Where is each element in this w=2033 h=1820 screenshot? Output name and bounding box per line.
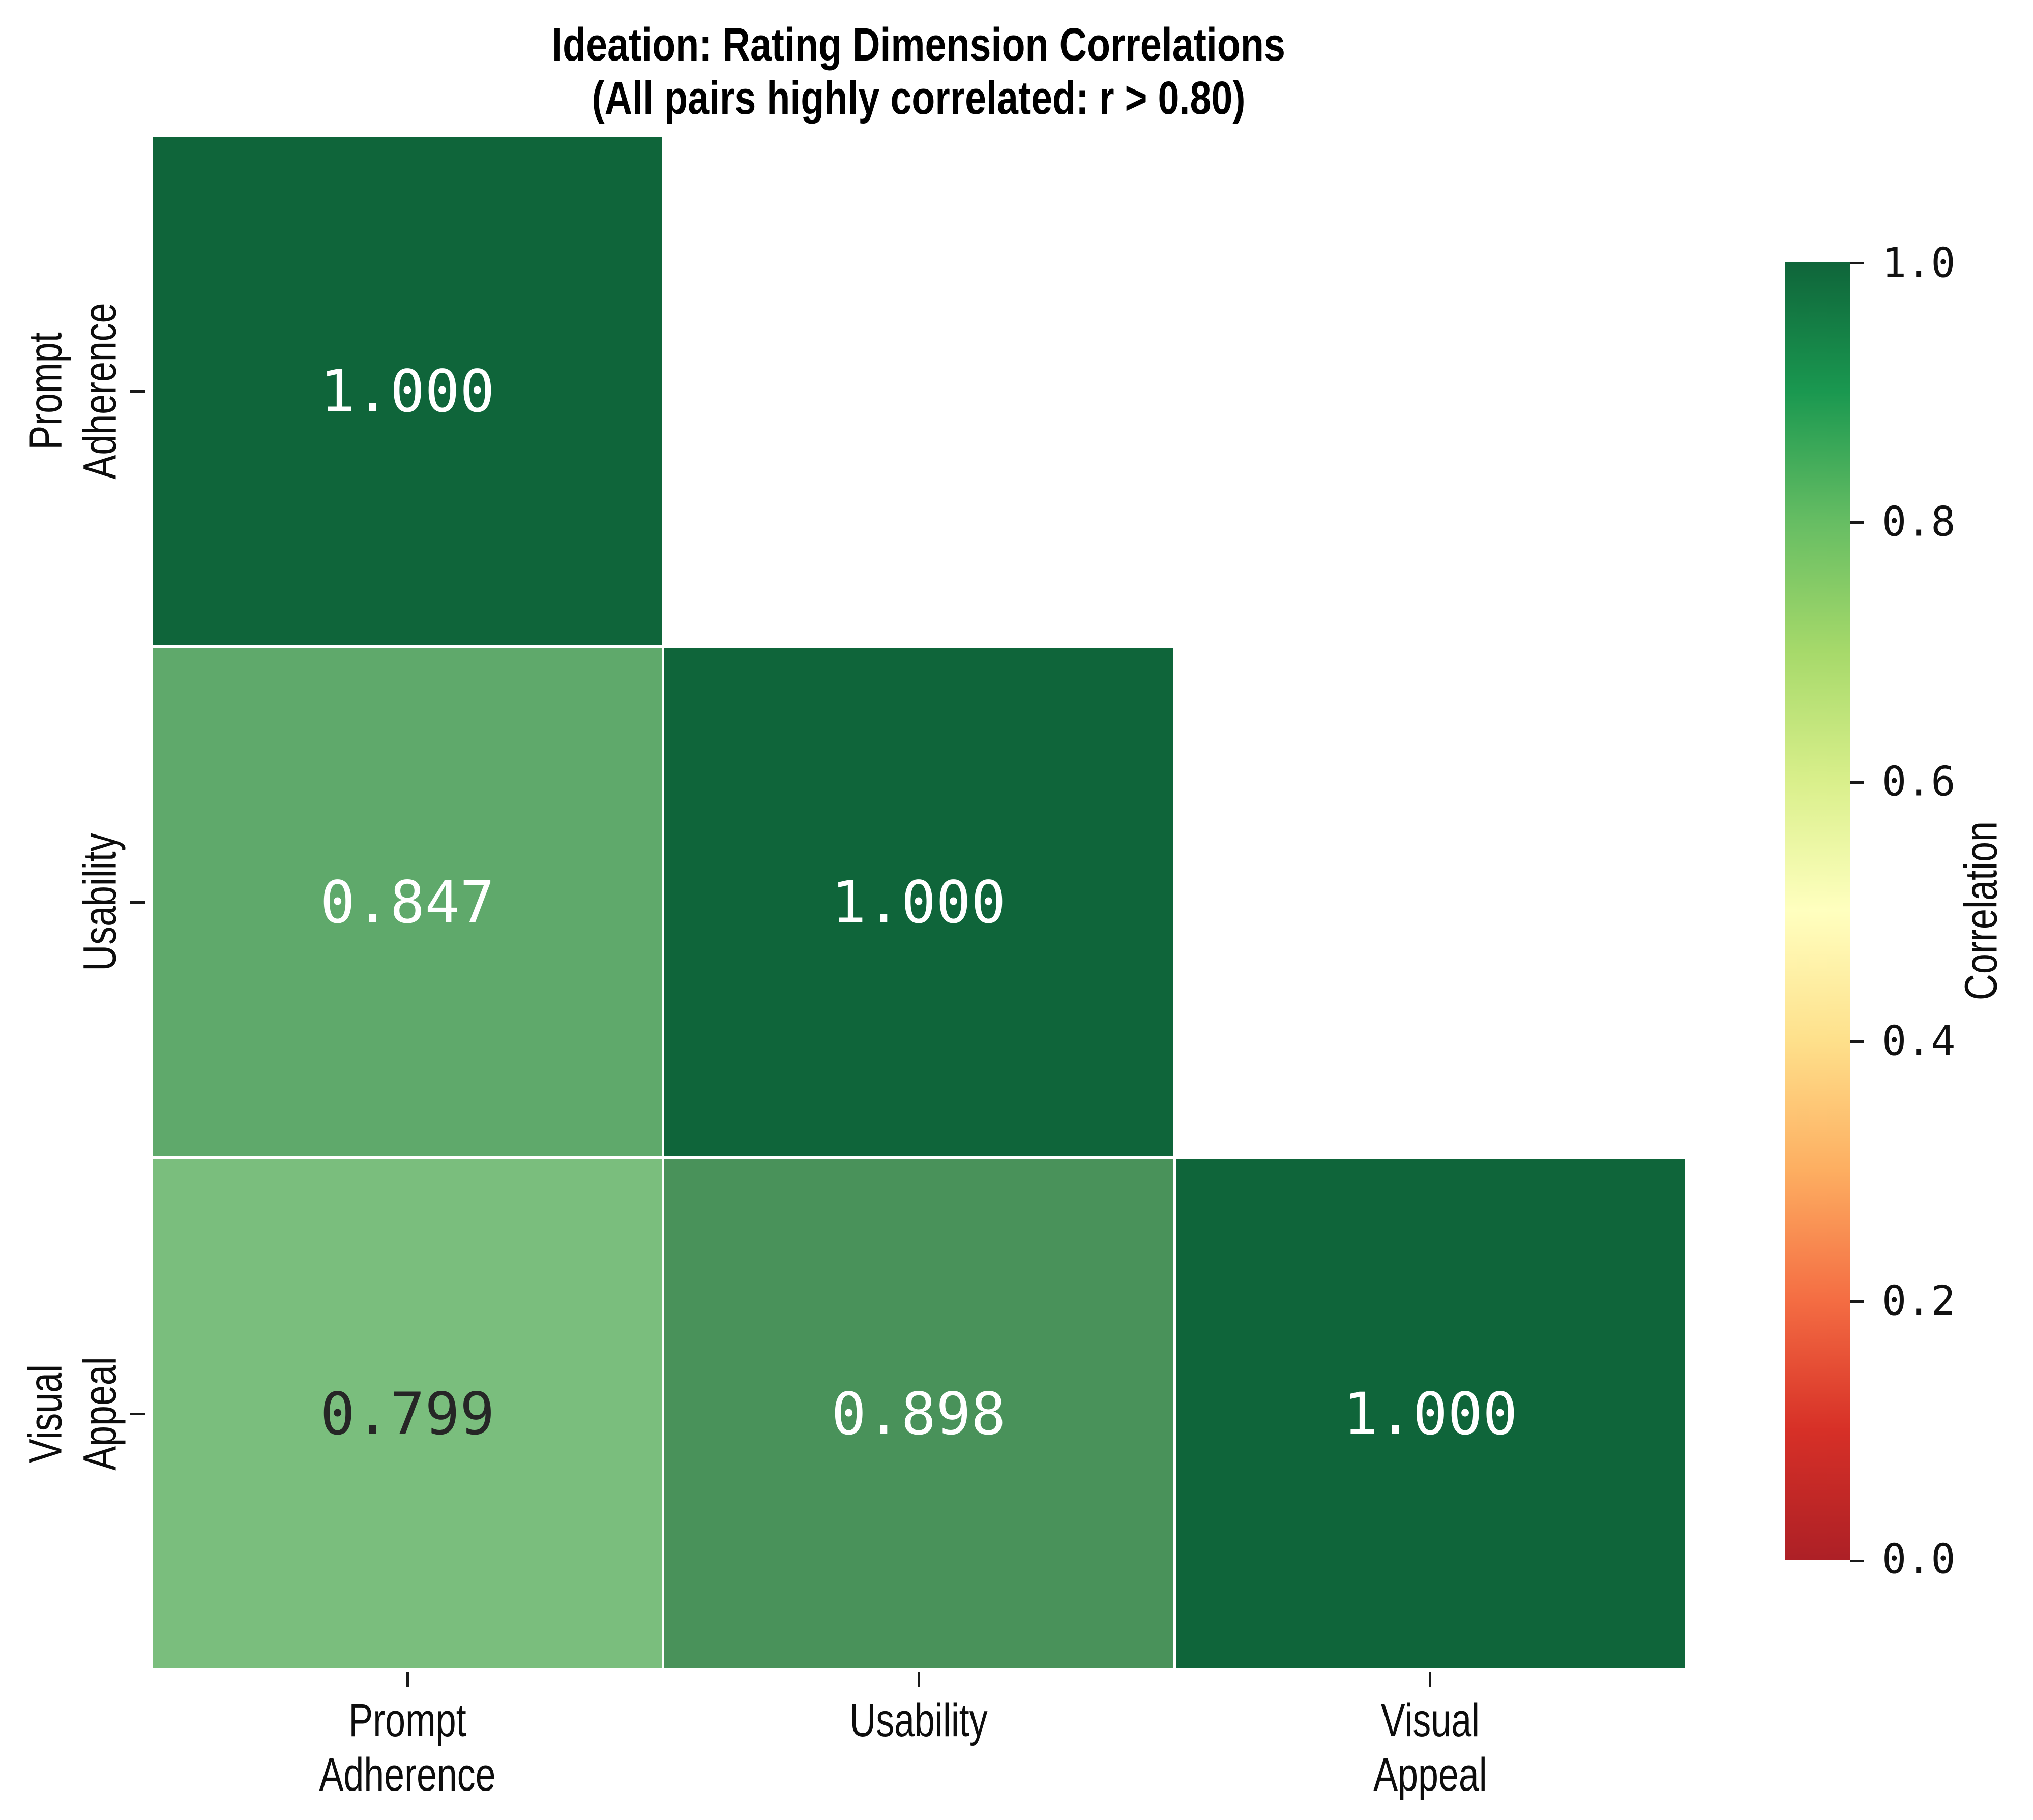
colorbar-tick-0.8	[1850, 521, 1864, 524]
heatmap-cell-prompt-adherence-x-prompt-adherence: 1.000	[153, 137, 662, 645]
x-axis-label-prompt-adherence: Prompt Adherence	[319, 1694, 496, 1801]
x-tick-prompt-adherence	[406, 1672, 409, 1687]
heatmap-cell-usability-x-usability: 1.000	[664, 648, 1173, 1156]
colorbar-tick-label-0.2: 0.2	[1882, 1277, 1956, 1325]
y-axis-label-visual-appeal: Visual Appeal	[19, 1357, 126, 1471]
y-tick-usability	[130, 901, 145, 904]
heatmap-cell-usability-x-prompt-adherence: 0.847	[153, 648, 662, 1156]
colorbar-tick-label-0.4: 0.4	[1882, 1017, 1956, 1065]
chart-title: Ideation: Rating Dimension Correlations …	[293, 18, 1544, 125]
y-tick-prompt-adherence	[130, 390, 145, 393]
colorbar-tick-0.6	[1850, 781, 1864, 784]
y-tick-visual-appeal	[130, 1413, 145, 1415]
chart-title-line1: Ideation: Rating Dimension Correlations	[552, 19, 1285, 71]
colorbar-tick-1.0	[1850, 262, 1864, 264]
colorbar-tick-0.2	[1850, 1300, 1864, 1303]
colorbar-tick-label-0.6: 0.6	[1882, 758, 1956, 805]
x-axis-label-visual-appeal: Visual Appeal	[1373, 1694, 1487, 1801]
heatmap-cell-visual-appeal-x-visual-appeal: 1.000	[1176, 1159, 1685, 1668]
y-axis-label-prompt-adherence: Prompt Adherence	[19, 303, 126, 480]
heatmap-cell-visual-appeal-x-usability: 0.898	[664, 1159, 1173, 1668]
x-tick-visual-appeal	[1429, 1672, 1431, 1687]
x-axis-label-usability: Usability	[849, 1694, 988, 1746]
x-tick-usability	[918, 1672, 920, 1687]
y-axis-label-usability: Usability	[74, 833, 126, 971]
colorbar-tick-label-0.8: 0.8	[1882, 498, 1956, 546]
colorbar-axis-label: Correlation	[1956, 821, 2007, 1001]
colorbar-tick-0.4	[1850, 1040, 1864, 1043]
colorbar-tick-0.0	[1850, 1560, 1864, 1562]
heatmap-cell-visual-appeal-x-prompt-adherence: 0.799	[153, 1159, 662, 1668]
colorbar-tick-label-0.0: 0.0	[1882, 1535, 1956, 1583]
colorbar-gradient	[1785, 262, 1850, 1560]
colorbar-tick-label-1.0: 1.0	[1882, 239, 1956, 287]
chart-title-line2: (All pairs highly correlated: r > 0.80)	[592, 72, 1246, 124]
